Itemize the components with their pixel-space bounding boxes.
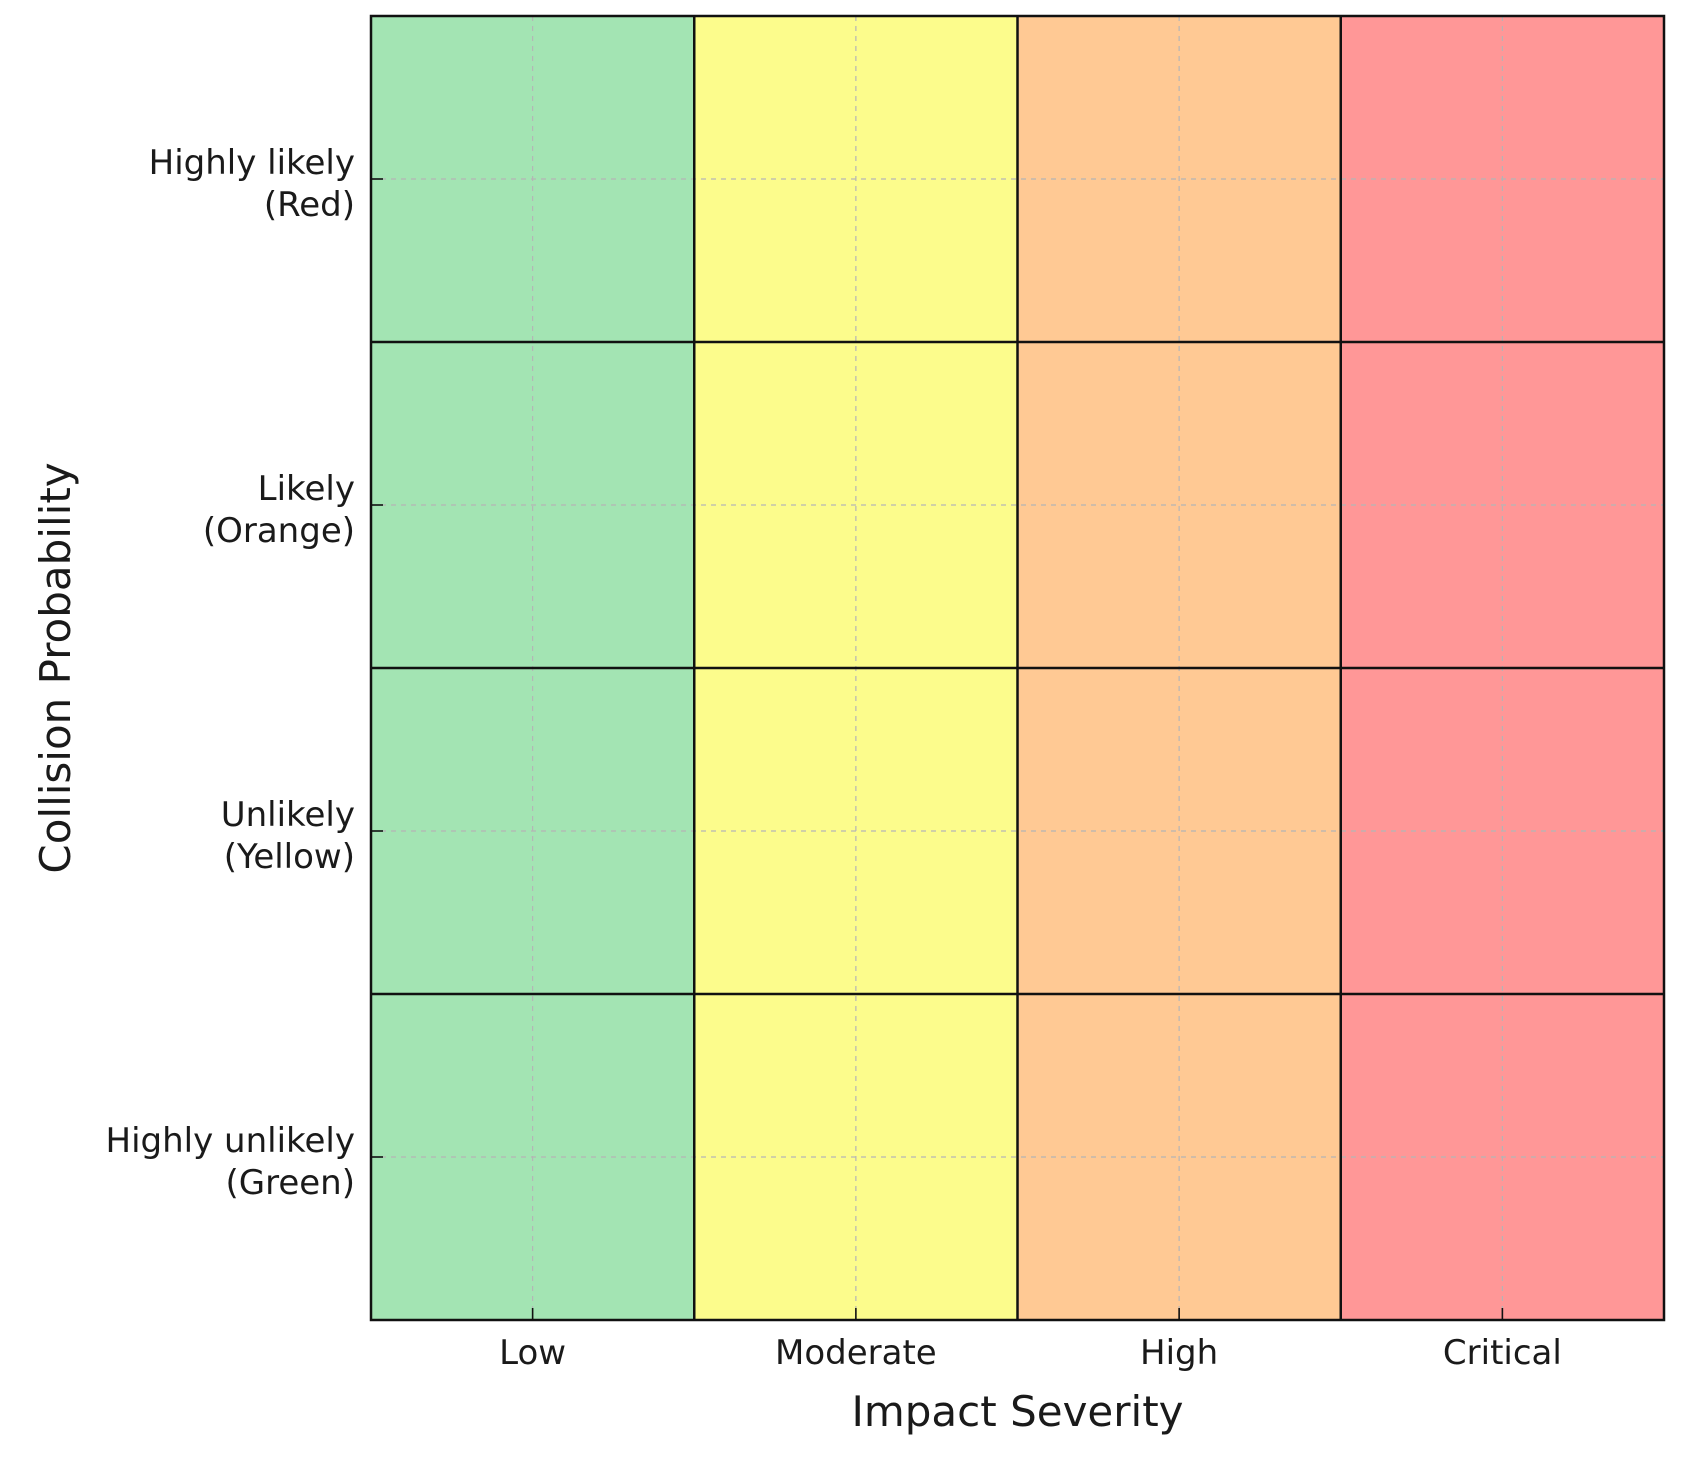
y-tick-label: Highly unlikely (Green) bbox=[106, 1121, 355, 1203]
x-tick-label-moderate: Moderate bbox=[775, 1333, 937, 1373]
y-tick-label: Unlikely (Yellow) bbox=[221, 795, 355, 877]
y-tick-label-line: (Orange) bbox=[203, 511, 355, 551]
plot-frame bbox=[369, 14, 1666, 1322]
y-tick-label-line: (Red) bbox=[264, 185, 355, 225]
x-tick-label-critical: Critical bbox=[1443, 1333, 1562, 1373]
y-tick-label: Highly likely (Red) bbox=[149, 143, 355, 225]
x-tick-label-high: High bbox=[1140, 1333, 1218, 1373]
y-tick-label-line: Highly unlikely bbox=[106, 1121, 355, 1161]
y-tick-label-line: (Green) bbox=[226, 1163, 356, 1203]
x-axis-label: Impact Severity bbox=[851, 1387, 1183, 1436]
y-tick-label-line: Unlikely bbox=[221, 795, 355, 835]
y-tick-label-line: (Yellow) bbox=[224, 837, 355, 877]
y-axis-label: Collision Probability bbox=[31, 462, 80, 873]
y-tick-label-line: Likely bbox=[258, 469, 355, 509]
x-tick-label-low: Low bbox=[499, 1333, 566, 1373]
y-tick-label-line: Highly likely bbox=[149, 143, 355, 183]
y-tick-label: Likely (Orange) bbox=[203, 469, 355, 551]
